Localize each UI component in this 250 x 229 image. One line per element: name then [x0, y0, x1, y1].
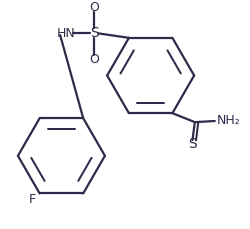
- Text: NH₂: NH₂: [217, 114, 241, 128]
- Text: O: O: [90, 1, 99, 14]
- Text: S: S: [188, 137, 197, 151]
- Text: S: S: [90, 26, 99, 40]
- Text: HN: HN: [57, 27, 76, 40]
- Text: F: F: [28, 193, 36, 206]
- Text: O: O: [90, 52, 99, 65]
